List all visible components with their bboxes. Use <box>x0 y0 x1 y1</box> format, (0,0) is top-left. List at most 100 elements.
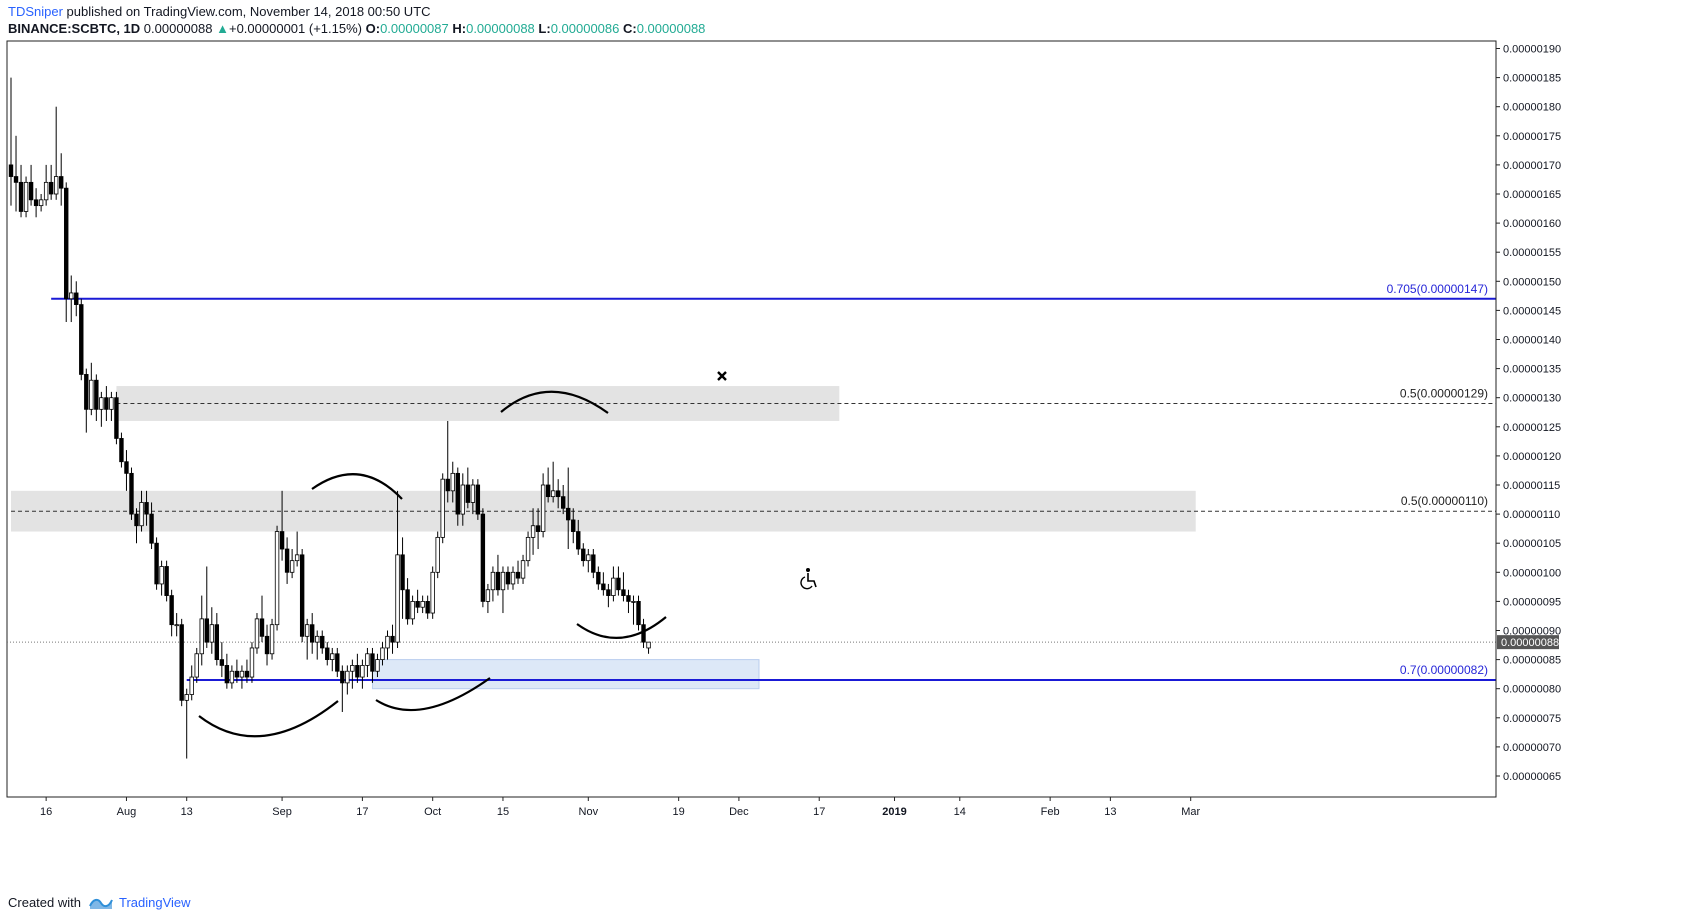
candle <box>440 473 445 544</box>
candle <box>219 642 225 678</box>
candle-body <box>606 589 611 596</box>
candle-body <box>139 502 144 527</box>
candle-body <box>315 635 320 643</box>
publish-info: TDSniper published on TradingView.com, N… <box>8 4 431 19</box>
y-tick-label: 0.00000170 <box>1503 160 1561 172</box>
candle <box>309 613 315 654</box>
candle-body <box>99 397 104 410</box>
candle <box>234 659 240 683</box>
footer: Created with TradingView <box>8 895 191 910</box>
candle-body <box>325 647 330 661</box>
candle <box>435 531 440 579</box>
candle-body <box>445 478 450 492</box>
candle-body <box>340 670 345 684</box>
candle-body <box>294 554 300 562</box>
candle <box>460 473 465 526</box>
y-tick-label: 0.00000100 <box>1503 567 1561 579</box>
candle <box>555 479 561 509</box>
last-price: 0.00000088 <box>143 21 213 36</box>
candle-body <box>535 525 541 532</box>
y-tick-label: 0.00000125 <box>1503 422 1561 434</box>
candle-body <box>189 676 194 695</box>
candle-body <box>199 618 204 655</box>
y-tick-label: 0.00000075 <box>1503 713 1561 725</box>
x-tick-label: 19 <box>673 806 685 818</box>
y-tick-label: 0.00000150 <box>1503 276 1561 288</box>
candle-body <box>571 519 576 532</box>
candle-body <box>224 665 230 684</box>
candle-body <box>219 659 225 666</box>
candle <box>330 647 335 672</box>
candle-body <box>365 653 370 666</box>
candle-body <box>8 164 14 177</box>
tradingview-brand[interactable]: TradingView <box>89 895 191 910</box>
candle <box>124 450 129 491</box>
candle <box>269 618 275 660</box>
candle <box>335 647 340 678</box>
candle-body <box>159 566 164 585</box>
x-tick-label: 2019 <box>882 806 906 818</box>
candle <box>149 502 154 550</box>
candle-body <box>274 531 280 626</box>
y-tick-label: 0.00000070 <box>1503 742 1561 754</box>
candle-body <box>390 635 395 643</box>
y-tick-label: 0.00000110 <box>1503 509 1560 521</box>
candle <box>606 583 611 608</box>
x-tick-label: 14 <box>954 806 966 818</box>
candle-body <box>360 665 365 678</box>
candle <box>545 467 551 503</box>
price-change: +0.00000001 (+1.15%) <box>228 21 362 36</box>
candle <box>631 595 636 625</box>
candle <box>530 508 536 555</box>
candle <box>626 589 631 614</box>
candle <box>490 566 496 602</box>
created-with-label: Created with <box>8 895 81 910</box>
candle <box>134 508 139 544</box>
candle-body <box>555 490 561 498</box>
candle-body <box>209 624 214 643</box>
candle-body <box>576 531 581 550</box>
symbol-label[interactable]: BINANCE:SCBTC, 1D <box>8 21 141 36</box>
candle-body <box>320 635 325 649</box>
close-value: 0.00000088 <box>636 21 706 36</box>
candle-body <box>646 641 651 649</box>
candle <box>480 508 486 608</box>
candle <box>18 164 24 218</box>
candle <box>239 665 245 689</box>
candle-body <box>425 601 430 614</box>
candle-body <box>545 484 551 498</box>
candle-body <box>375 659 380 672</box>
candle-body <box>440 478 445 538</box>
open-label: O: <box>365 21 381 36</box>
candle <box>505 566 511 590</box>
candle-body <box>33 199 39 207</box>
candle <box>8 77 14 206</box>
candle-body <box>124 461 129 474</box>
candle <box>405 578 410 625</box>
x-tick-label: Nov <box>579 806 599 818</box>
tradingview-logo-icon <box>89 898 113 909</box>
candle <box>189 665 194 701</box>
candle-body <box>229 670 235 684</box>
candle-body <box>611 577 616 596</box>
candle <box>621 572 626 602</box>
x-tick-label: 16 <box>40 806 52 818</box>
candle-body <box>214 624 220 660</box>
y-tick-label: 0.00000180 <box>1503 102 1561 114</box>
candle-body <box>234 670 240 678</box>
candle-body <box>355 665 360 678</box>
candle-body <box>601 583 606 591</box>
up-arrow-icon: ▲ <box>216 21 229 36</box>
candle-body <box>510 571 516 585</box>
candle-body <box>515 571 521 579</box>
candle-body <box>505 571 511 585</box>
candle-body <box>350 665 355 672</box>
candle <box>470 479 476 515</box>
candle <box>515 560 521 584</box>
candle-body <box>269 624 275 655</box>
candle <box>550 461 556 503</box>
author-link[interactable]: TDSniper <box>8 4 63 19</box>
candle-body <box>520 560 526 579</box>
candle <box>244 659 250 683</box>
